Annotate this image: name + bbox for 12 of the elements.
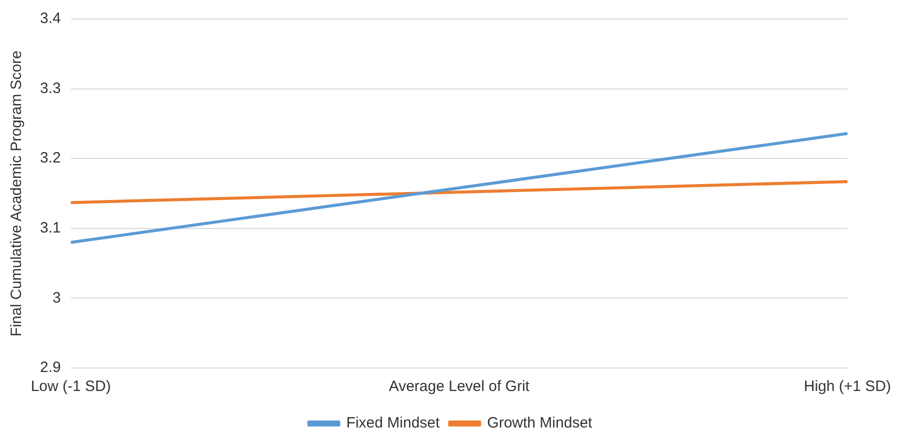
- y-tick-label: 3: [52, 289, 61, 306]
- x-tick-label: Average Level of Grit: [388, 378, 530, 396]
- y-tick-label: 3.3: [40, 80, 61, 97]
- x-tick-label: High (+1 SD): [804, 378, 892, 396]
- y-tick-label: 2.9: [40, 359, 61, 376]
- y-tick-label: 3.1: [40, 220, 61, 237]
- legend-label: Growth Mindset: [487, 414, 594, 432]
- legend-label: Fixed Mindset: [346, 414, 440, 432]
- y-tick-label: 3.2: [40, 150, 61, 167]
- y-tick-label: 3.4: [40, 10, 61, 28]
- y-axis-title: Final Cumulative Academic Program Score: [8, 50, 26, 336]
- x-tick-label: Low (-1 SD): [30, 378, 111, 396]
